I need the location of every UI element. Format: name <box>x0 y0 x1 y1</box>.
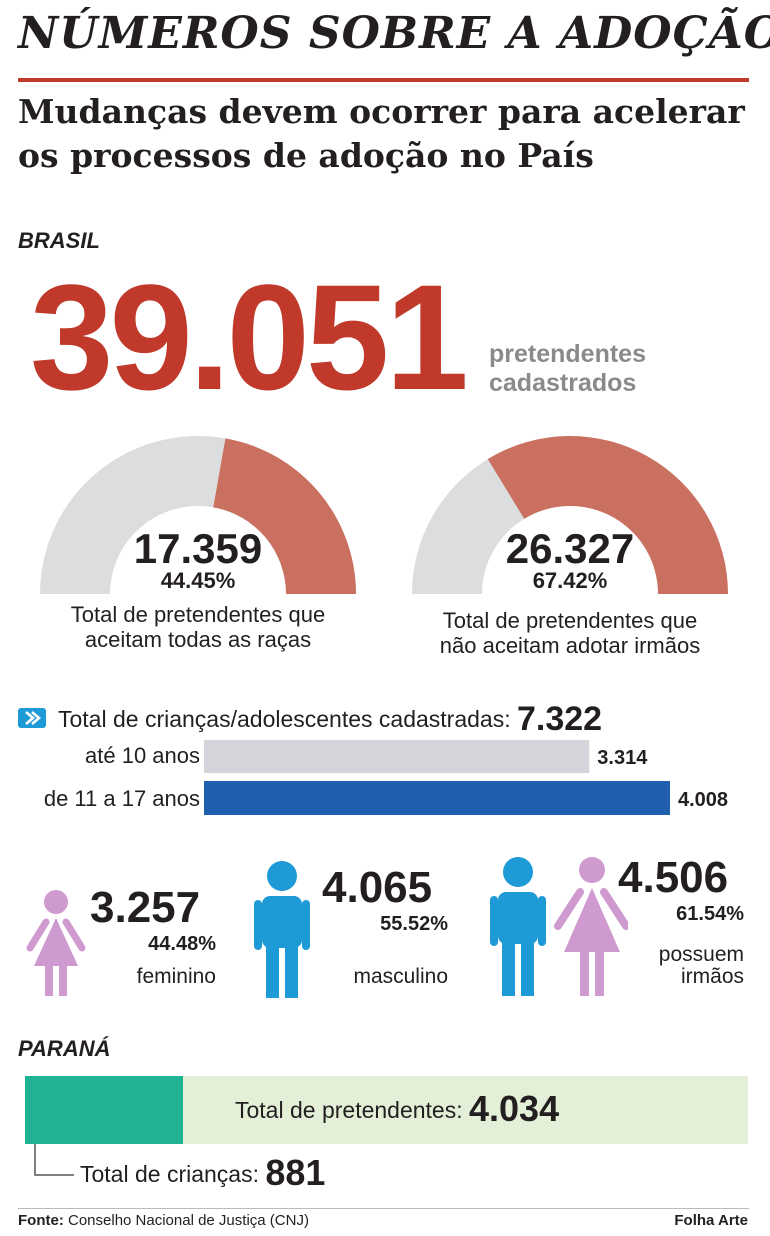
kids-total-value: 7.322 <box>517 700 603 738</box>
gauge-track-siblings <box>412 459 525 594</box>
pretendentes-total: 39.051 <box>30 253 469 421</box>
figure-percent-irmaos: 61.54% <box>676 903 744 925</box>
pretendentes-caption: pretendentes cadastrados <box>489 340 646 398</box>
parana-criancas-text: Total de crianças: 881 <box>80 1152 325 1194</box>
figure-caption-irmaos-line-2: irmãos <box>680 965 744 988</box>
gauge-fill-races <box>213 438 356 594</box>
page-title: NÚMEROS SOBRE A ADOÇÃO <box>18 8 770 59</box>
footer-divider <box>18 1208 749 1209</box>
bar-ate-10 <box>204 740 590 773</box>
bar-label-11-17: de 11 a 17 anos <box>43 786 200 811</box>
parana-criancas-label: Total de crianças: <box>80 1161 259 1187</box>
title-divider <box>18 78 749 82</box>
parana-criancas-bar <box>25 1076 183 1144</box>
bar-value-11-17: 4.008 <box>678 789 729 811</box>
gauge-caption-siblings-line-1: Total de pretendentes que <box>442 608 698 633</box>
parana-pretendentes-text: Total de pretendentes: 4.034 <box>235 1088 559 1130</box>
gauge-chart-races <box>40 436 356 594</box>
figure-caption-masculino: masculino <box>353 965 448 988</box>
parana-criancas-value: 881 <box>265 1152 326 1193</box>
figure-value-masculino: 4.065 <box>322 863 433 912</box>
gauge-value-races: 17.359 <box>133 525 263 572</box>
gauge-caption-races-line-2: aceitam todas as raças <box>84 627 312 652</box>
girl-icon <box>26 890 86 996</box>
figure-value-feminino: 3.257 <box>90 883 201 932</box>
gauge-caption-races: Total de pretendentes que aceitam todas … <box>18 602 378 652</box>
parana-label: PARANÁ <box>18 1036 111 1061</box>
siblings-icon <box>490 857 628 996</box>
figure-percent-masculino: 55.52% <box>380 913 448 935</box>
figure-caption-feminino: feminino <box>136 965 216 988</box>
parana-connector-line <box>34 1144 74 1176</box>
gauge-chart-siblings <box>412 435 728 594</box>
gauge-percent-races: 44.45% <box>160 568 236 593</box>
figure-value-irmaos: 4.506 <box>618 853 729 902</box>
source-text: Conselho Nacional de Justiça (CNJ) <box>68 1212 309 1229</box>
credit: Folha Arte <box>674 1212 748 1229</box>
boy-icon <box>254 861 310 998</box>
bar-label-ate-10: até 10 anos <box>85 743 200 768</box>
bar-value-ate-10: 3.314 <box>597 747 648 769</box>
gauge-fill-siblings <box>487 435 728 594</box>
pretendentes-caption-line-1: pretendentes <box>489 340 646 368</box>
figure-caption-irmaos-line-1: possuem <box>658 943 744 966</box>
age-bar-chart <box>204 740 670 815</box>
source-line: Fonte: Conselho Nacional de Justiça (CNJ… <box>18 1212 309 1229</box>
source-label: Fonte: <box>18 1212 64 1229</box>
gauge-caption-siblings: Total de pretendentes que não aceitam ad… <box>390 608 750 658</box>
gauge-percent-siblings: 67.42% <box>532 568 608 593</box>
gauge-caption-races-line-1: Total de pretendentes que <box>70 602 326 627</box>
gauge-track-races <box>40 436 226 594</box>
brasil-label: BRASIL <box>18 228 100 253</box>
figure-percent-feminino: 44.48% <box>148 933 216 955</box>
bar-11-17 <box>204 781 670 815</box>
kids-total-row: Total de crianças/adolescentes cadastrad… <box>58 700 602 739</box>
arrow-badge-icon <box>18 708 46 728</box>
gauge-caption-siblings-line-2: não aceitam adotar irmãos <box>439 633 701 658</box>
kids-total-label: Total de crianças/adolescentes cadastrad… <box>58 706 511 732</box>
pretendentes-caption-line-2: cadastrados <box>489 369 637 397</box>
gauge-value-siblings: 26.327 <box>505 525 635 572</box>
page-subtitle: Mudanças devem ocorrer para acelerar os … <box>18 92 745 175</box>
parana-pretendentes-label: Total de pretendentes: <box>235 1097 463 1123</box>
figure-caption-irmaos: possuem irmãos <box>620 944 744 988</box>
parana-pretendentes-value: 4.034 <box>469 1088 560 1129</box>
